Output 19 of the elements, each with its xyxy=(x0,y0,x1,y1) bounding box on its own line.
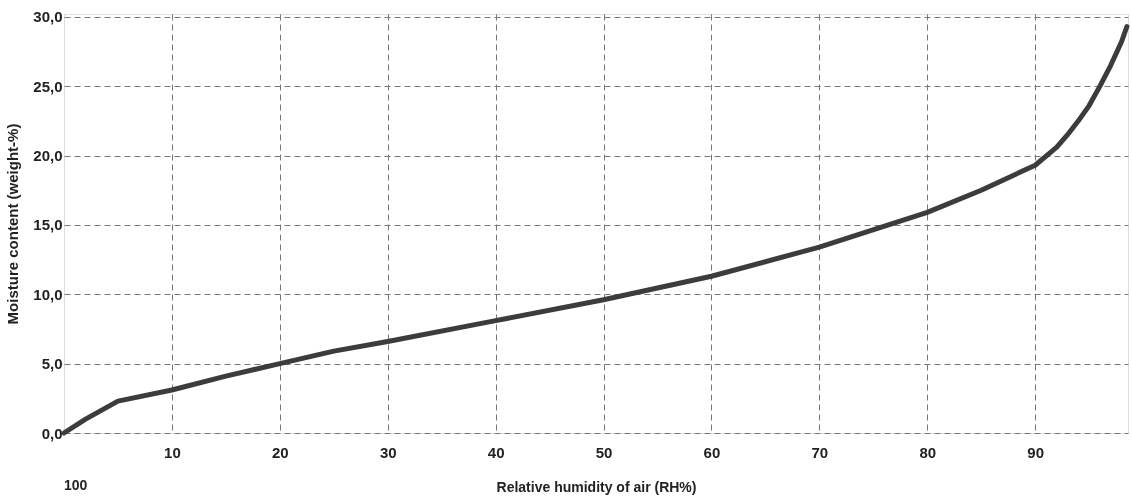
y-axis-title: Moisture content (weight-%) xyxy=(4,123,22,325)
x-tick-label: 80 xyxy=(919,443,937,461)
x-tick-label: 10 xyxy=(164,443,181,461)
x-tick-label: 90 xyxy=(1027,443,1045,461)
x-tick-label: 30 xyxy=(379,443,397,461)
x-tick-label: 40 xyxy=(487,443,505,461)
y-tick-label: 10,0 xyxy=(33,285,63,303)
text: 100 xyxy=(64,477,88,493)
y-tick-label: 0,0 xyxy=(41,424,63,442)
y-tick-label: 30,0 xyxy=(33,8,63,26)
x-tick-label: 60 xyxy=(703,443,721,461)
x-tick-label: 50 xyxy=(595,443,613,461)
y-tick-label: 25,0 xyxy=(33,77,63,95)
y-tick-label: 5,0 xyxy=(41,355,63,373)
y-tick-label: 15,0 xyxy=(33,216,63,234)
x-tick-label: 20 xyxy=(271,443,289,461)
x-tick-label: 70 xyxy=(811,443,829,461)
y-tick-label: 20,0 xyxy=(33,147,63,165)
x-axis-title: Relative humidity of air (RH%) xyxy=(496,478,697,495)
